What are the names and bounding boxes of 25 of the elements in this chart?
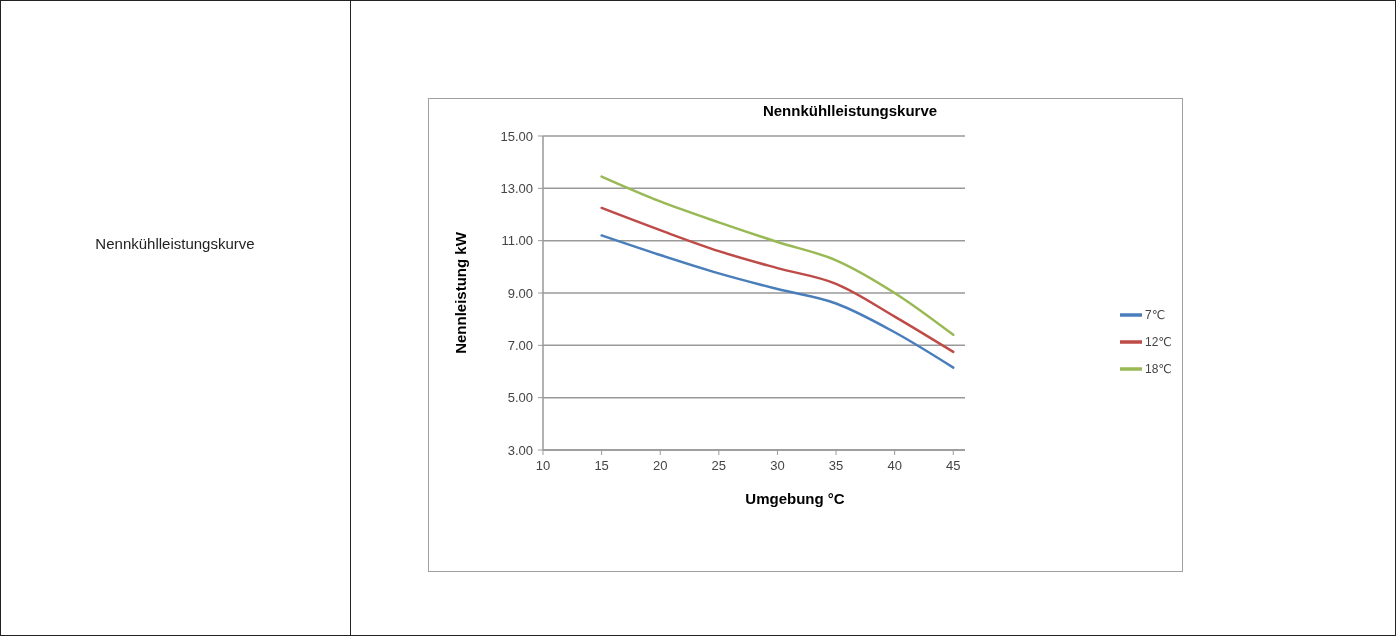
x-tick-label: 40 bbox=[887, 458, 902, 473]
y-tick-label: 7.00 bbox=[507, 337, 533, 353]
x-tick-label: 25 bbox=[711, 458, 727, 473]
y-tick-label: 9.00 bbox=[507, 285, 533, 301]
y-tick-label: 13.00 bbox=[500, 180, 533, 196]
legend-label: 7℃ bbox=[1145, 308, 1166, 323]
x-tick-label: 15 bbox=[594, 458, 609, 473]
line-series bbox=[600, 206, 955, 354]
chart-title: Nennkühlleistungskurve bbox=[762, 102, 938, 119]
y-tick-label: 3.00 bbox=[507, 442, 533, 458]
x-tick-label: 45 bbox=[946, 458, 961, 473]
line-series bbox=[600, 175, 955, 337]
x-tick-label: 20 bbox=[652, 458, 668, 473]
line-series bbox=[600, 234, 955, 369]
y-tick-label: 15.00 bbox=[500, 128, 533, 144]
text: Nennkühlleistungskurve bbox=[95, 235, 255, 252]
y-tick-label: 11.00 bbox=[501, 233, 533, 249]
x-tick-label: 30 bbox=[770, 458, 785, 473]
y-axis-title: Nennleistung kW bbox=[452, 231, 469, 354]
legend-label: 12℃ bbox=[1145, 335, 1172, 350]
x-tick-label: 10 bbox=[535, 458, 551, 473]
legend-label: 18℃ bbox=[1145, 362, 1172, 377]
x-tick-label: 35 bbox=[828, 458, 844, 473]
y-tick-label: 5.00 bbox=[507, 390, 533, 406]
x-axis-title: Umgebung °C bbox=[745, 490, 845, 507]
